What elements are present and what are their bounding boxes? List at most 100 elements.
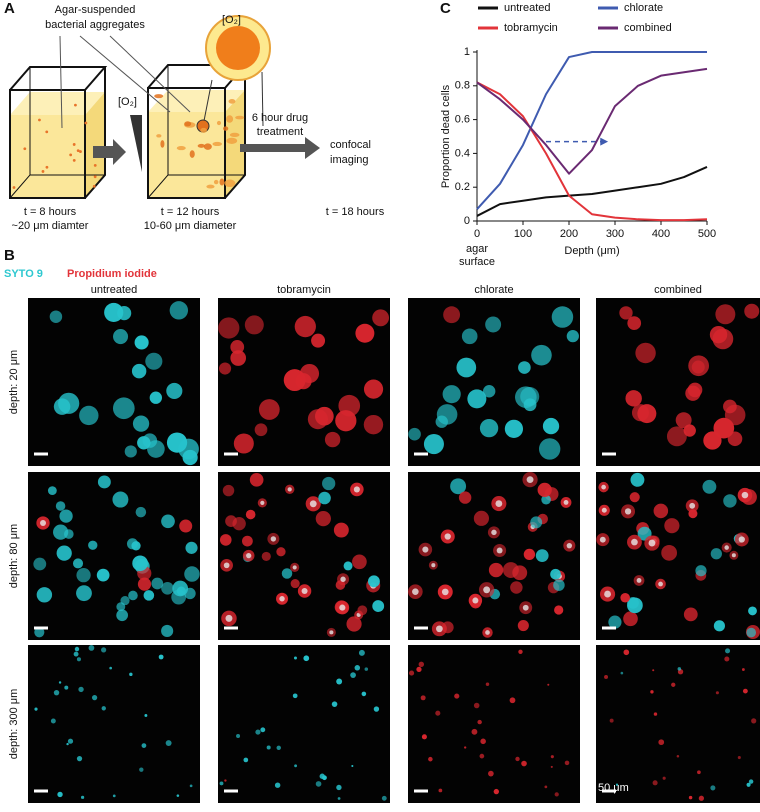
cell-aggregate <box>318 491 331 505</box>
cell-core <box>658 581 663 587</box>
cell-aggregate <box>554 792 559 797</box>
cell-aggregate <box>744 303 760 319</box>
cell-aggregate <box>443 306 461 324</box>
y-tick-label: 1 <box>464 46 470 58</box>
cell-aggregate <box>276 547 286 557</box>
cell-aggregate <box>67 738 74 744</box>
cell-aggregate <box>471 728 478 735</box>
micrograph <box>28 645 200 803</box>
cell-aggregate <box>104 302 124 323</box>
cell-aggregate <box>79 405 99 426</box>
cell-aggregate <box>652 780 658 786</box>
cell-aggregate <box>488 770 494 777</box>
aggregate <box>72 143 76 146</box>
cell-aggregate <box>623 611 638 627</box>
cell-core <box>731 553 736 558</box>
cell-aggregate <box>477 719 482 725</box>
cell-aggregate <box>709 325 728 344</box>
cell-aggregate <box>652 669 655 672</box>
cell-aggregate <box>33 557 47 571</box>
cell-aggregate <box>97 475 111 489</box>
cell-core <box>40 519 47 526</box>
cell-aggregate <box>34 627 45 638</box>
cell-aggregate <box>435 415 448 428</box>
series-line <box>476 166 708 217</box>
cell-aggregate <box>147 440 165 458</box>
cell-aggregate <box>416 666 422 673</box>
cell-aggregate <box>742 688 748 694</box>
cell-aggregate <box>703 431 722 450</box>
cell-aggregate <box>480 738 486 745</box>
cell-aggregate <box>509 697 516 704</box>
imaging-label: imaging <box>330 154 369 166</box>
cell-core <box>526 476 534 484</box>
cell-aggregate <box>116 602 126 612</box>
step-label: t = 12 hours <box>161 206 220 218</box>
cell-aggregate <box>303 655 310 662</box>
cell-aggregate <box>338 394 361 417</box>
bubble-label: [O₂] <box>222 14 241 26</box>
cell-aggregate <box>504 419 524 438</box>
cell-core <box>292 565 297 570</box>
cell-aggregate <box>620 671 624 675</box>
cell-aggregate <box>458 491 472 504</box>
cell-aggregate <box>355 323 375 343</box>
cell-aggregate <box>315 781 322 787</box>
cell-aggregate <box>151 577 164 590</box>
cell-core <box>604 590 611 598</box>
cell-aggregate <box>725 648 731 654</box>
cell-aggregate <box>372 600 385 612</box>
cell-aggregate <box>515 756 520 762</box>
legend-label: untreated <box>504 2 550 14</box>
cell-aggregate <box>266 745 271 750</box>
cell-aggregate <box>479 753 485 759</box>
panel-label: C <box>440 0 451 17</box>
cell-aggregate <box>336 678 343 685</box>
cell-aggregate <box>464 746 467 749</box>
aggregate <box>219 178 225 186</box>
aggregate <box>84 121 88 125</box>
cell-aggregate <box>242 535 253 547</box>
cell-aggregate <box>232 516 246 531</box>
cell-aggregate <box>354 665 361 671</box>
cell-aggregate <box>346 616 362 632</box>
cell-core <box>329 630 334 635</box>
cell-core <box>496 547 503 554</box>
cell-core <box>738 536 745 543</box>
cell-core <box>301 587 308 595</box>
cell-aggregate <box>218 317 240 339</box>
cell-aggregate <box>538 438 561 460</box>
cell-core <box>225 614 233 622</box>
cell-aggregate <box>50 718 56 724</box>
cell-aggregate <box>554 605 564 615</box>
stain-label: SYTO 9 <box>4 268 43 280</box>
cell-aggregate <box>222 484 235 497</box>
cell-aggregate <box>485 316 502 333</box>
cell-aggregate <box>233 433 254 454</box>
cell-aggregate <box>635 342 656 364</box>
cell-aggregate <box>290 579 300 589</box>
cell-aggregate <box>333 522 349 538</box>
cell-aggregate <box>698 795 704 801</box>
cell-core <box>287 487 292 492</box>
cell-aggregate <box>132 415 150 432</box>
step-label: t = 18 hours <box>326 206 385 218</box>
cell-aggregate <box>112 397 135 420</box>
aggregate <box>216 120 222 126</box>
aggregate <box>45 165 49 169</box>
cell-aggregate <box>619 306 633 320</box>
aggregate <box>76 149 80 153</box>
aggregate <box>206 184 215 189</box>
cell-aggregate <box>518 649 523 655</box>
cell-aggregate <box>664 518 680 534</box>
cell-aggregate <box>72 558 84 569</box>
cell-aggregate <box>710 548 722 560</box>
cell-aggregate <box>502 562 519 579</box>
x-tick-label: 200 <box>560 228 578 240</box>
cell-aggregate <box>47 486 57 496</box>
cell-core <box>441 588 449 596</box>
cell-aggregate <box>531 344 552 366</box>
cell-core <box>246 553 252 559</box>
cell-aggregate <box>230 340 245 354</box>
cell-aggregate <box>537 482 552 497</box>
